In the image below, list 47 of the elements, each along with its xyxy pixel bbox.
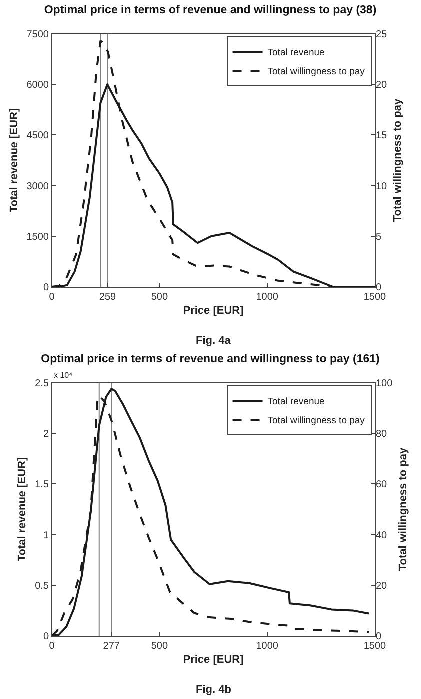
- legend-label: Total willingness to pay: [268, 416, 366, 427]
- x-tick-label: 259: [99, 292, 117, 303]
- y2-tick-label: 5: [376, 232, 382, 243]
- caption: Fig. 4b: [196, 684, 232, 696]
- x-axis-title: Price [EUR]: [183, 305, 244, 318]
- y-tick-label: 1500: [26, 232, 50, 243]
- y2-tick-label: 100: [376, 378, 394, 390]
- chart-title: Optimal price in terms of revenue and willingness to pay (38): [44, 4, 377, 16]
- x-tick-label: 1500: [364, 292, 387, 303]
- x-tick-label: 500: [151, 641, 168, 652]
- y2-tick-label: 20: [376, 80, 388, 92]
- y-tick-label: 6000: [26, 80, 50, 92]
- x-tick-label: 1500: [364, 641, 387, 652]
- y-tick-label: 0: [43, 282, 50, 294]
- y-tick-label: 1: [43, 530, 50, 542]
- y-tick-label: 7500: [26, 30, 50, 40]
- y-tick-label: 2: [43, 429, 50, 440]
- x-axis-title: Price [EUR]: [183, 654, 244, 666]
- legend-label: Total revenue: [268, 48, 325, 59]
- chart-title: Optimal price in terms of revenue and willingness to pay (161): [41, 353, 380, 366]
- y2-tick-label: 60: [376, 480, 388, 491]
- legend-label: Total revenue: [268, 396, 325, 408]
- y2-axis-title: Total willingness to pay: [397, 446, 410, 572]
- y-tick-label: 0.5: [35, 580, 50, 592]
- y2-tick-label: 20: [376, 580, 388, 592]
- y2-tick-label: 15: [376, 130, 388, 142]
- x-tick-label: 500: [151, 292, 168, 303]
- caption: Fig. 4a: [196, 335, 232, 347]
- y2-tick-label: 0: [376, 282, 382, 294]
- y-tick-label: 0: [43, 632, 50, 642]
- y-tick-label: 3000: [26, 181, 50, 192]
- y2-tick-label: 25: [376, 30, 388, 40]
- text: x 10⁴: [54, 371, 74, 380]
- legend-label: Total willingness to pay: [268, 66, 366, 78]
- x-tick-label: 1000: [256, 641, 279, 652]
- y2-tick-label: 0: [376, 632, 382, 642]
- y-tick-label: 2.5: [35, 378, 50, 390]
- y-axis-title: Total revenue [EUR]: [16, 457, 29, 562]
- y2-tick-label: 10: [376, 181, 388, 192]
- x-tick-label: 1000: [256, 292, 279, 303]
- y2-tick-label: 80: [376, 429, 388, 440]
- y-tick-label: 4500: [26, 130, 50, 142]
- y2-tick-label: 40: [376, 530, 388, 542]
- y2-axis-title: Total willingness to pay: [392, 98, 404, 222]
- y-axis-title: Total revenue [EUR]: [8, 108, 20, 213]
- x-tick-label: 277: [103, 641, 120, 652]
- y-tick-label: 1.5: [35, 480, 50, 491]
